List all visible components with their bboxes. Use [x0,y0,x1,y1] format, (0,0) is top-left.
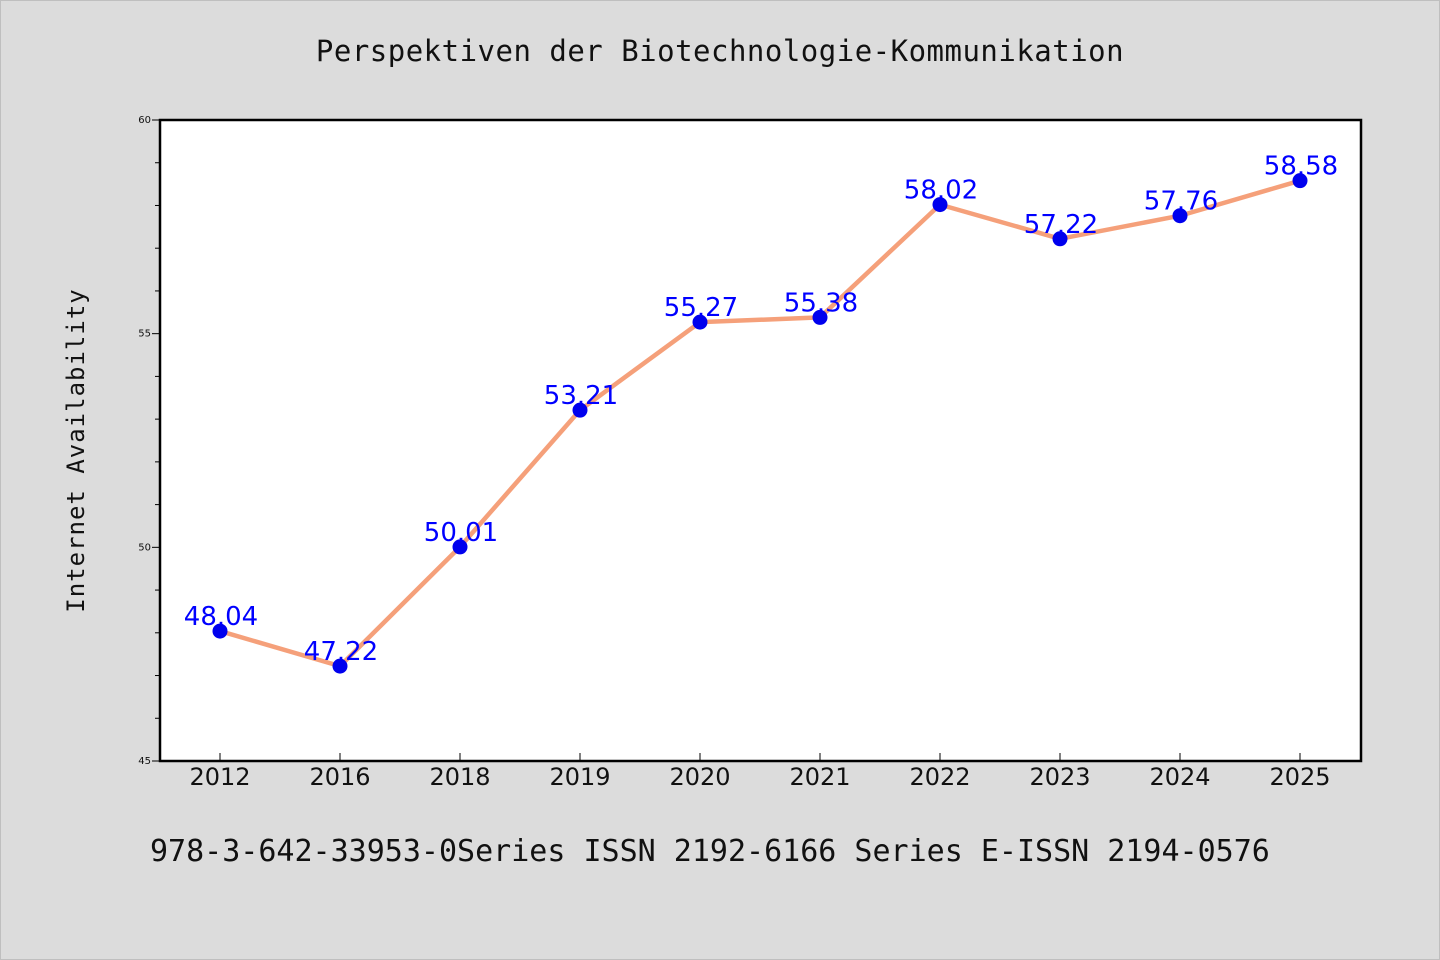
series-line [219,178,1301,669]
x-tick-label: 2021 [789,763,850,791]
x-tick-label: 2019 [549,763,610,791]
data-label: 58.58 [1264,152,1338,182]
chart-title: Perspektiven der Biotechnologie-Kommunik… [315,34,1125,68]
data-point [212,623,228,639]
data-point [932,197,948,213]
data-label: 57.76 [1144,187,1218,217]
x-tick-label: 2020 [669,763,730,791]
x-tick-label: 2023 [1029,763,1090,791]
data-label: 57.22 [1024,210,1098,240]
plot-area [160,120,1361,761]
data-point [1292,173,1308,189]
data-point [1052,231,1068,247]
y-axis: 45 50 55 60 [138,115,160,767]
data-label: 58.02 [904,176,978,206]
data-point [1172,208,1188,224]
y-axis-label: Internet Availability [62,288,90,612]
x-tick-label: 2024 [1149,763,1210,791]
data-point [452,539,468,555]
data-point [572,402,588,418]
data-label: 48.04 [184,602,258,632]
y-tick-label: 60 [138,115,151,126]
data-point [812,309,828,325]
plot-border [158,118,1363,763]
data-point [332,658,348,674]
data-point [692,314,708,330]
x-tick-label: 2018 [429,763,490,791]
series-group: 48.04 47.22 50.01 53.21 55.27 55.38 58.02 57.22… [184,152,1338,674]
x-tick-label: 2012 [189,763,250,791]
data-label: 53.21 [544,381,618,411]
data-label: 55.38 [784,288,858,318]
x-tick-label: 2022 [909,763,970,791]
data-label: 50.01 [424,518,498,548]
data-label: 55.27 [664,293,738,323]
y-tick-label: 50 [138,542,151,553]
x-tick-label: 2016 [309,763,370,791]
y-tick-label: 45 [138,756,151,767]
x-axis: 2012 2016 2018 2019 2020 2021 2022 2023 2024 2025 [189,753,1331,791]
footer-isbn-text: 978-3-642-33953-0Series ISSN 2192-6166 S… [150,834,1270,869]
data-label: 47.22 [304,637,378,667]
y-tick-label: 55 [138,329,151,340]
x-tick-label: 2025 [1269,763,1330,791]
